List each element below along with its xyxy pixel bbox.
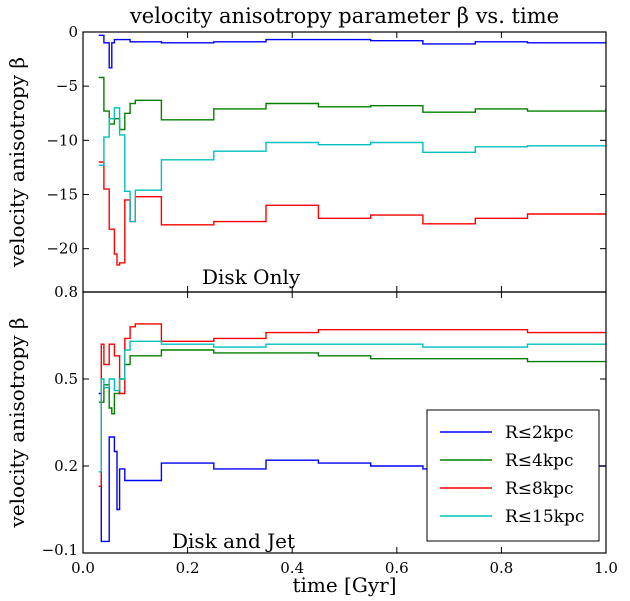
y-tick-label: −0.1 xyxy=(42,541,78,559)
y-tick-label: −10 xyxy=(46,131,78,149)
series-line-2-1 xyxy=(98,392,606,543)
chart-title: velocity anisotropy parameter β vs. time xyxy=(129,4,559,28)
x-tick-label: 0.8 xyxy=(489,559,513,577)
x-axis-label: time [Gyr] xyxy=(292,573,396,597)
series-line-2-2 xyxy=(98,349,606,415)
series-line-1-3 xyxy=(98,161,606,266)
x-tick-label: 0.4 xyxy=(280,559,304,577)
series-line-1-1 xyxy=(98,34,606,69)
series-line-1-2 xyxy=(98,76,606,131)
y-tick-label: −20 xyxy=(46,240,78,258)
y-axis-label: velocity anisotropy β xyxy=(5,57,29,268)
panel-annotation: Disk and Jet xyxy=(172,529,295,553)
series-line-1-4 xyxy=(98,107,606,223)
y-tick-label: 0.2 xyxy=(54,457,78,475)
y-tick-label: 0 xyxy=(68,23,78,41)
x-tick-label: 1.0 xyxy=(594,559,618,577)
legend-label: R≤4kpc xyxy=(505,451,574,471)
y-tick-label: −15 xyxy=(46,186,78,204)
y-tick-label: 0.8 xyxy=(54,283,78,301)
legend-label: R≤2kpc xyxy=(505,423,574,443)
plot-frame-2 xyxy=(82,291,607,554)
y-tick-label: −5 xyxy=(56,77,78,95)
series-line-2-4 xyxy=(98,340,606,473)
panel-annotation: Disk Only xyxy=(202,265,301,289)
legend-label: R≤15kpc xyxy=(505,507,584,527)
y-tick-label: 0.5 xyxy=(54,370,78,388)
x-tick-label: 0.2 xyxy=(176,559,200,577)
legend-label: R≤8kpc xyxy=(505,479,574,499)
x-tick-label: 0.6 xyxy=(385,559,409,577)
series-line-2-3 xyxy=(98,323,606,487)
y-axis-label: velocity anisotropy β xyxy=(5,317,29,528)
x-tick-label: 0.0 xyxy=(71,559,95,577)
